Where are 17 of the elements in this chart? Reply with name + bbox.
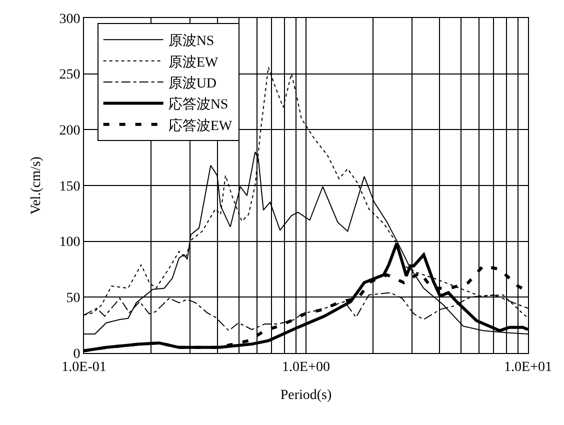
legend-label: 原波NS <box>168 33 214 50</box>
x-tick-label: 1.0E-01 <box>62 360 106 375</box>
y-tick-label: 300 <box>59 12 80 27</box>
y-tick-label: 150 <box>59 179 80 194</box>
y-tick-label: 200 <box>59 124 80 139</box>
x-axis-title: Period(s) <box>280 388 332 404</box>
legend-label: 原波UD <box>168 75 217 92</box>
legend-label: 原波EW <box>168 54 219 70</box>
y-tick-label: 0 <box>73 346 80 362</box>
legend-label: 応答波NS <box>168 96 228 113</box>
x-tick-label: 1.0E+00 <box>282 360 330 375</box>
y-tick-label: 100 <box>59 235 80 250</box>
y-axis-title: Vel.(cm/s) <box>28 156 44 214</box>
legend-label: 応答波EW <box>168 118 233 134</box>
y-tick-label: 250 <box>59 68 80 83</box>
y-tick-label: 50 <box>66 291 80 306</box>
x-tick-label: 1.0E+01 <box>504 360 552 375</box>
